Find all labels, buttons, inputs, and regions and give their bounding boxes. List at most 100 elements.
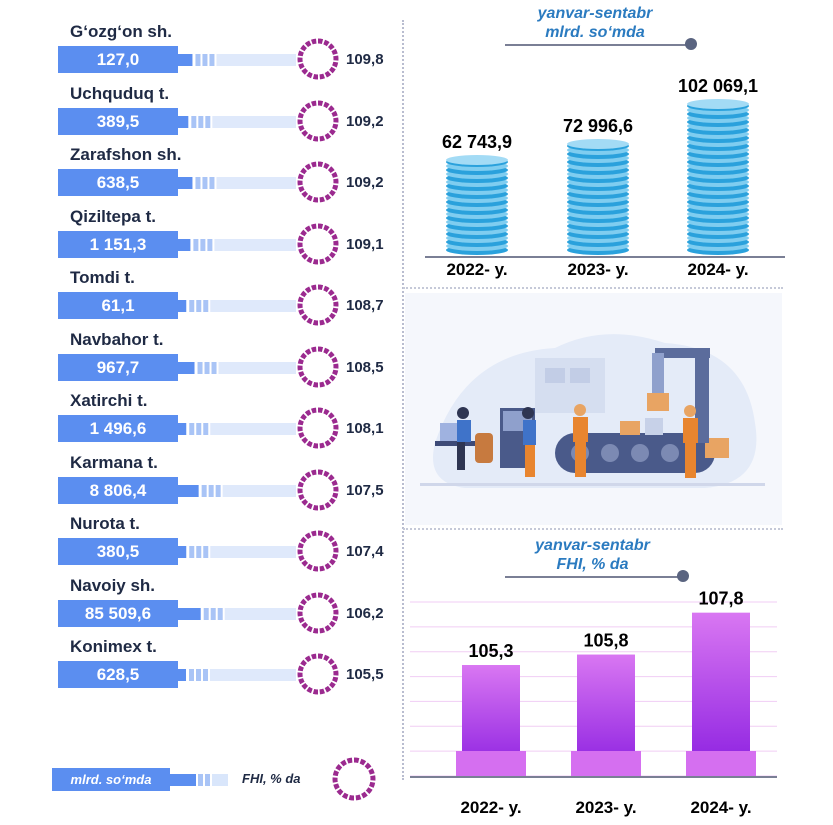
segment-light — [203, 607, 209, 620]
ring-segment — [300, 536, 307, 544]
ring-segment — [300, 352, 307, 359]
fhi-year-label: 2023- y. — [575, 798, 636, 817]
ring-segment — [332, 184, 339, 191]
ring-segment — [300, 659, 307, 667]
ring-segment — [335, 763, 343, 771]
coin-top — [687, 99, 749, 109]
ring-segment — [327, 350, 335, 358]
ring-segment — [304, 348, 312, 355]
ring-segment — [304, 286, 312, 294]
ring-segment — [331, 602, 338, 609]
district-fhi: 109,1 — [346, 235, 384, 253]
fhi-ring-icon — [297, 100, 339, 141]
ring-segment — [329, 620, 336, 627]
fhi-ring-icon — [297, 284, 339, 326]
segment-light — [200, 238, 206, 251]
ring-segment — [317, 38, 324, 45]
district-segment-bar — [178, 423, 296, 435]
segment-light — [196, 423, 202, 435]
district-row: Xatirchi t. 1 496,6 108,1 — [0, 391, 400, 451]
fhi-bar-value-label: 105,3 — [468, 641, 513, 661]
segment-light — [215, 484, 221, 497]
ring-segment — [300, 44, 307, 52]
district-name: Karmana t. — [70, 452, 158, 472]
fhi-chart-title: yanvar-sentabr FHI, % da — [500, 536, 685, 574]
ring-segment — [324, 378, 332, 385]
ring-segment — [359, 758, 367, 766]
district-row: Karmana t. 8 806,4 107,5 — [0, 453, 400, 513]
segment-pale — [224, 607, 296, 620]
fhi-chart-title-line1: yanvar-sentabr — [535, 537, 650, 554]
ring-segment — [319, 381, 326, 387]
ring-segment — [365, 787, 373, 795]
segment-light — [195, 54, 201, 66]
ring-segment — [297, 665, 304, 672]
coin-stack — [567, 139, 629, 255]
ring-segment — [298, 186, 305, 193]
ring-segment — [319, 196, 326, 203]
ring-segment — [297, 112, 304, 118]
segment-pale — [214, 238, 296, 251]
ring-segment — [348, 794, 355, 801]
ring-segment — [301, 190, 309, 198]
ring-segment — [301, 621, 309, 629]
ring-segment — [319, 504, 326, 510]
district-segment-bar — [178, 669, 296, 681]
segment-light — [205, 115, 211, 128]
ring-segment — [306, 133, 313, 140]
coin-chart: yanvar-sentabr mlrd. so‘mda 62 743,9 2022… — [420, 0, 790, 285]
district-row: Nurota t. 380,5 107,4 — [0, 514, 400, 574]
ring-segment — [298, 555, 305, 562]
district-name: G‘ozg‘on sh. — [70, 22, 172, 41]
segment-dark — [178, 669, 186, 681]
ring-segment — [331, 171, 338, 178]
ring-segment — [341, 792, 349, 800]
ring-segment — [346, 757, 353, 764]
district-value: 389,5 — [58, 107, 178, 135]
fhi-ring-icon — [297, 346, 339, 387]
ring-segment — [329, 435, 336, 443]
district-name: Tomdi t. — [70, 268, 135, 287]
ring-segment — [317, 592, 324, 598]
district-value: 638,5 — [58, 169, 178, 196]
district-segment-bar — [178, 238, 296, 251]
ring-segment — [324, 316, 332, 324]
district-name: Xatirchi t. — [70, 391, 148, 410]
column-divider — [402, 20, 404, 780]
segment-dark — [178, 484, 199, 497]
ring-segment — [324, 439, 332, 447]
ring-segment — [327, 227, 335, 235]
fhi-ring-icon — [297, 592, 339, 633]
ring-segment — [312, 381, 319, 387]
district-segment-bar — [178, 54, 296, 66]
ring-segment — [323, 408, 330, 416]
ring-segment — [306, 563, 313, 571]
ring-segment — [298, 247, 305, 254]
segment-light — [201, 484, 207, 497]
ring-segment — [301, 375, 309, 383]
ring-segment — [319, 688, 326, 695]
ring-segment — [329, 681, 336, 689]
ring-segment — [317, 284, 324, 291]
ring-segment — [306, 502, 313, 509]
segment-light — [195, 177, 201, 189]
district-segment-bar — [178, 484, 296, 497]
ring-segment — [319, 258, 326, 264]
district-fhi: 105,5 — [346, 666, 384, 683]
ring-segment — [310, 469, 317, 475]
legend-value-box: mlrd. so‘mda — [52, 768, 170, 791]
district-fhi: 108,1 — [346, 420, 384, 437]
ring-segment — [319, 135, 326, 141]
segment-pale — [222, 484, 296, 497]
district-value: 85 509,6 — [58, 599, 178, 627]
district-value: 380,5 — [58, 538, 178, 565]
fhi-chart: yanvar-sentabr FHI, % da 105,3 2022- y. 10… — [405, 530, 785, 825]
ring-segment — [301, 129, 309, 137]
ring-segment — [300, 106, 307, 113]
ring-segment — [310, 284, 317, 291]
ring-segment — [297, 296, 304, 303]
coin-year-label: 2024- y. — [687, 260, 748, 279]
ring-segment — [297, 358, 304, 364]
ring-segment — [317, 346, 324, 352]
ring-segment — [304, 532, 312, 540]
